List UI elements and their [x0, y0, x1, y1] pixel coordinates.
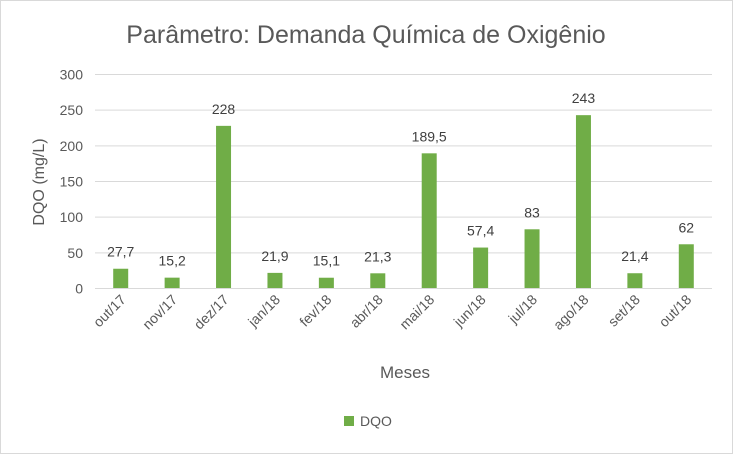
y-tick-label: 150	[60, 174, 84, 190]
bar	[678, 244, 694, 289]
x-tick-label: nov/17	[139, 291, 180, 332]
bar	[473, 247, 489, 289]
data-label: 83	[524, 204, 540, 220]
y-tick-label: 50	[67, 245, 83, 261]
y-tick-label: 300	[60, 67, 84, 83]
x-tick-label: jan/18	[244, 291, 283, 330]
y-axis-ticks: 0 50 100 150 200 250 300	[60, 67, 84, 297]
x-tick-label: jul/18	[504, 291, 540, 327]
data-label: 15,2	[159, 253, 186, 269]
bar	[164, 277, 180, 289]
data-label: 189,5	[412, 128, 447, 144]
chart-title: Parâmetro: Demanda Química de Oxigênio	[126, 21, 605, 49]
x-tick-label: out/17	[90, 291, 129, 330]
data-label: 228	[212, 101, 236, 117]
bar	[627, 273, 643, 289]
bar	[421, 153, 437, 289]
data-label: 27,7	[107, 244, 134, 260]
data-label: 21,4	[621, 248, 648, 264]
x-tick-label: ago/18	[550, 291, 592, 333]
data-label: 62	[679, 219, 695, 235]
y-axis-title: DQO (mg/L)	[31, 138, 48, 225]
bar	[575, 115, 591, 289]
bar	[524, 229, 540, 289]
x-tick-label: abr/18	[347, 291, 387, 331]
bar	[370, 273, 386, 289]
legend: DQO	[344, 413, 392, 429]
data-label: 21,9	[261, 248, 288, 264]
bar	[318, 277, 334, 289]
data-label: 57,4	[467, 223, 494, 239]
data-label: 21,3	[364, 248, 391, 264]
y-tick-label: 100	[60, 209, 84, 225]
x-tick-label: out/18	[656, 291, 695, 330]
data-label: 15,1	[313, 253, 340, 269]
x-axis-title: Meses	[380, 363, 430, 382]
y-tick-label: 250	[60, 102, 84, 118]
x-tick-label: fev/18	[296, 291, 334, 329]
x-tick-label: jun/18	[450, 291, 489, 330]
bar	[113, 268, 129, 289]
legend-swatch	[344, 416, 354, 426]
legend-label: DQO	[360, 413, 392, 429]
x-tick-label: set/18	[605, 291, 643, 329]
data-labels: 27,7 15,2 228 21,9 15,1 21,3 189,5 57,4 83 243 21,…	[107, 90, 694, 269]
bars	[113, 115, 694, 289]
x-tick-label: mai/18	[396, 291, 437, 332]
gridlines	[95, 74, 712, 254]
x-tick-label: dez/17	[191, 291, 232, 332]
x-axis-ticks: out/17 nov/17 dez/17 jan/18 fev/18 abr/18 mai/…	[90, 291, 695, 333]
bar	[216, 125, 232, 289]
y-tick-label: 200	[60, 138, 84, 154]
data-label: 243	[572, 90, 596, 106]
bar	[267, 272, 283, 289]
y-tick-label: 0	[75, 281, 83, 297]
